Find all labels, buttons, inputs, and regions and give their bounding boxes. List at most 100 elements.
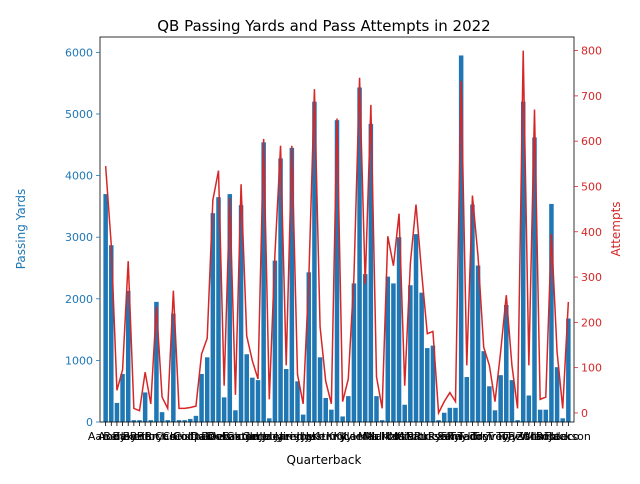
bar — [176, 420, 182, 422]
bar — [537, 409, 543, 422]
bar — [554, 367, 560, 422]
y-right-tick-label: 400 — [581, 226, 602, 239]
y-right-tick-label: 200 — [581, 316, 602, 329]
x-axis-label: Quarterback — [287, 453, 362, 467]
bar — [300, 414, 306, 422]
bar — [487, 386, 492, 422]
x-tick-label: Marcus — [366, 430, 406, 443]
bar — [182, 420, 187, 422]
y-axis-left-label: Passing Yards — [14, 189, 28, 270]
y-right-tick-label: 300 — [581, 271, 602, 284]
bar — [447, 407, 453, 422]
bar — [238, 205, 244, 422]
bar — [441, 412, 447, 422]
bar — [204, 357, 210, 422]
bar — [543, 409, 549, 422]
x-tick-label: Kenny — [312, 430, 346, 443]
bar — [340, 416, 345, 422]
x-tick-label: Tua — [495, 430, 515, 443]
bar — [396, 237, 402, 422]
x-tick-label: Trevor — [472, 430, 507, 443]
x-tick-label: Aaron — [88, 430, 120, 443]
x-tick-label: Flacco — [544, 430, 579, 443]
bar — [272, 260, 278, 422]
y-axis-right-label: Attempts — [609, 201, 623, 256]
y-right-tick-label: 500 — [581, 180, 602, 193]
x-axis: AaronAndyBaileyBakerBrettBrianBrockBryce… — [88, 422, 591, 443]
x-tick-label: Brett — [123, 430, 151, 443]
bar — [357, 87, 362, 422]
y-left-tick-label: 3000 — [65, 231, 93, 244]
x-tick-label: Derek — [208, 430, 241, 443]
bar — [498, 375, 503, 422]
bar — [532, 137, 537, 422]
bar — [425, 348, 430, 422]
x-tick-label: Zach — [516, 430, 543, 443]
bar — [329, 409, 334, 422]
y-right-tick-label: 0 — [581, 407, 588, 420]
bar — [244, 354, 249, 422]
x-tick-label: Mitch — [394, 430, 424, 443]
bar-series — [103, 55, 571, 423]
x-tick-label: Chris — [162, 430, 190, 443]
x-tick-label: Jalen — [258, 430, 286, 443]
x-tick-label: Ridder — [536, 430, 572, 443]
x-tick-label: Colt — [173, 430, 195, 443]
bar — [227, 194, 233, 422]
bar — [402, 404, 407, 422]
bar — [216, 197, 221, 422]
bar — [346, 396, 351, 422]
bar — [492, 410, 498, 422]
bar — [351, 283, 357, 422]
y-left-tick-label: 5000 — [65, 108, 93, 121]
bar — [109, 245, 114, 422]
bar — [210, 213, 216, 422]
bar — [250, 377, 255, 422]
bar — [154, 301, 159, 422]
x-tick-label: Tom — [469, 430, 492, 443]
bar — [221, 397, 227, 422]
x-tick-label: Taylor — [448, 430, 482, 443]
x-tick-label: Davis — [201, 430, 232, 443]
x-tick-label: Kyle — [334, 430, 357, 443]
bar — [120, 373, 125, 422]
x-tick-label: Easton — [222, 430, 259, 443]
bar — [165, 420, 170, 422]
bar — [374, 396, 379, 422]
bar — [289, 147, 295, 422]
x-tick-label: Geno — [242, 430, 271, 443]
x-tick-label: Josh — [301, 430, 325, 443]
x-tick-label: Baker — [112, 430, 144, 443]
y-left-tick-label: 0 — [86, 416, 93, 429]
x-tick-label: Skylar — [441, 430, 475, 443]
y-right-tick-label: 600 — [581, 135, 602, 148]
bar — [188, 418, 193, 422]
x-tick-label: Jimmy — [279, 430, 315, 443]
bar — [549, 203, 554, 422]
bar — [464, 377, 470, 422]
bar — [458, 55, 464, 422]
bar — [509, 380, 515, 422]
bar — [261, 142, 266, 422]
x-tick-label: Cooper — [173, 430, 213, 443]
bar — [515, 420, 520, 422]
y-right-tick-label: 800 — [581, 45, 602, 58]
x-tick-label: Dak — [190, 430, 212, 443]
x-tick-label: Nick — [405, 430, 429, 443]
bar — [295, 381, 300, 422]
x-tick-label: Justin — [305, 430, 336, 443]
bar — [408, 285, 413, 422]
x-tick-label: Trey — [485, 430, 509, 443]
x-tick-label: Jared — [274, 430, 303, 443]
x-tick-label: Case — [155, 430, 182, 443]
x-tick-label: Kyler — [339, 430, 367, 443]
x-tick-label: Lamar — [344, 430, 379, 443]
bar — [391, 283, 396, 422]
bar — [267, 418, 272, 422]
bar — [131, 420, 137, 422]
bar — [278, 158, 283, 422]
bar — [385, 276, 391, 422]
bar — [430, 345, 436, 422]
x-tick-label: Daniel — [191, 430, 226, 443]
bar — [137, 420, 142, 422]
